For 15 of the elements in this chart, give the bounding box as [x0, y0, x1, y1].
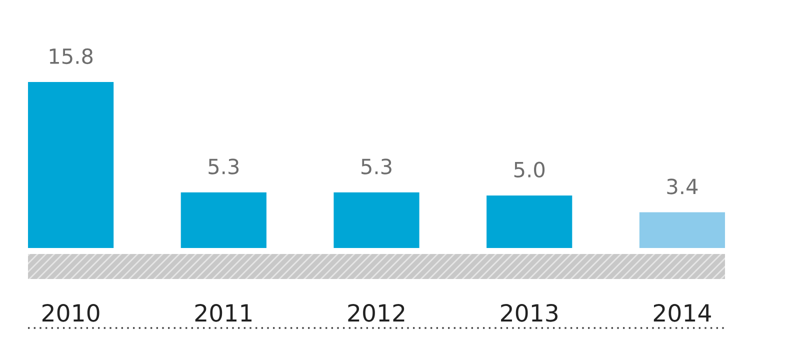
bar — [334, 192, 420, 248]
data-label: 15.8 — [50, 48, 93, 64]
x-tick-label: 2011 — [195, 304, 252, 322]
x-tick-label: 2012 — [348, 304, 404, 322]
bar — [639, 212, 725, 248]
bar — [28, 82, 114, 248]
data-label: 3.4 — [667, 178, 698, 194]
bar — [486, 195, 572, 248]
bar — [180, 192, 266, 248]
x-tick-label: 2013 — [501, 304, 558, 322]
data-label: 5.3 — [208, 158, 239, 174]
data-label: 5.3 — [362, 158, 392, 174]
x-tick-label: 2010 — [42, 304, 100, 322]
data-label: 5.0 — [514, 162, 545, 178]
x-tick-label: 2014 — [654, 304, 711, 322]
